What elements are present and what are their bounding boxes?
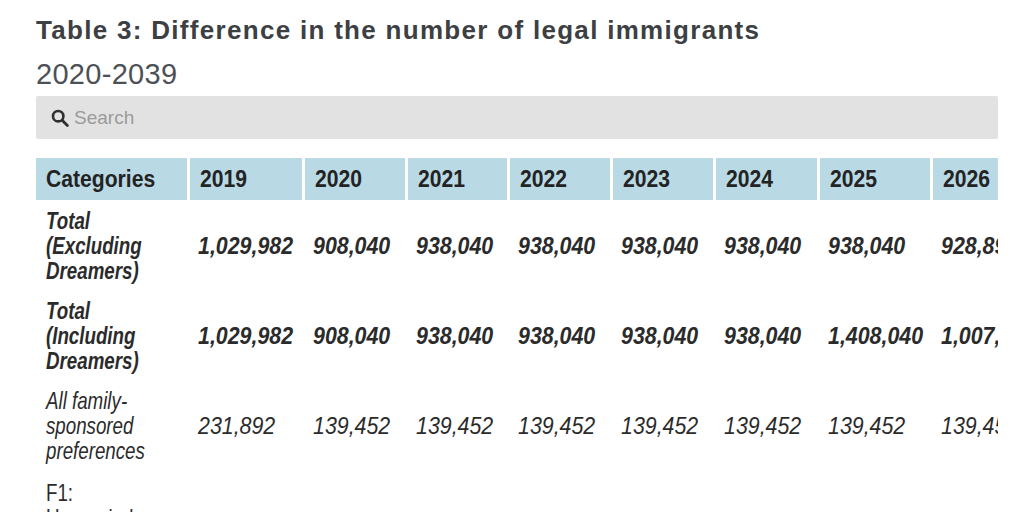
cell-value: 928,89 [933, 200, 998, 290]
page-subtitle: 2020-2039 [36, 58, 1024, 91]
cell-value [613, 470, 716, 512]
table-row-family-sponsored-preferences: All family- sponsored preferences 231,89… [36, 380, 998, 470]
search-bar[interactable] [36, 96, 998, 139]
cell-value: 139,452 [716, 380, 820, 470]
cell-value: 908,040 [305, 290, 408, 380]
cell-value: 938,040 [716, 290, 820, 380]
column-header-2026: 2026 [933, 158, 998, 200]
column-header-2023: 2023 [613, 158, 716, 200]
column-header-2024: 2024 [716, 158, 820, 200]
row-category: F1: Unmarried [36, 470, 190, 512]
search-input[interactable] [72, 106, 956, 130]
cell-value: 231,892 [190, 380, 305, 470]
cell-value [933, 470, 998, 512]
table-row-total-excluding-dreamers: Total (Excluding Dreamers) 1,029,982 908… [36, 200, 998, 290]
cell-value: 938,040 [613, 290, 716, 380]
column-header-2022: 2022 [510, 158, 613, 200]
cell-value: 1,408,040 [820, 290, 933, 380]
table-header-row: Categories 2019 2020 2021 2022 2023 2024… [36, 158, 998, 200]
cell-value: 139,452 [408, 380, 510, 470]
cell-value: 908,040 [305, 200, 408, 290]
search-icon [50, 108, 70, 128]
cell-value: 139,45 [933, 380, 998, 470]
cell-value: 1,029,982 [190, 290, 305, 380]
cell-value: 139,452 [510, 380, 613, 470]
report-page: Table 3: Difference in the number of leg… [0, 0, 1024, 512]
cell-value [305, 470, 408, 512]
data-table: Categories 2019 2020 2021 2022 2023 2024… [36, 158, 998, 512]
page-title: Table 3: Difference in the number of leg… [36, 0, 1024, 46]
cell-value [820, 470, 933, 512]
column-header-2019: 2019 [190, 158, 305, 200]
cell-value: 1,007, [933, 290, 998, 380]
cell-value: 938,040 [716, 200, 820, 290]
cell-value: 1,029,982 [190, 200, 305, 290]
column-header-2025: 2025 [820, 158, 933, 200]
cell-value: 938,040 [510, 200, 613, 290]
cell-value [408, 470, 510, 512]
row-category: Total (Including Dreamers) [36, 290, 190, 380]
table-row-total-including-dreamers: Total (Including Dreamers) 1,029,982 908… [36, 290, 998, 380]
cell-value: 938,040 [613, 200, 716, 290]
column-header-categories: Categories [36, 158, 190, 200]
cell-value: 938,040 [820, 200, 933, 290]
table-container: Categories 2019 2020 2021 2022 2023 2024… [36, 158, 998, 512]
cell-value: 938,040 [510, 290, 613, 380]
cell-value: 938,040 [408, 200, 510, 290]
cell-value: 139,452 [820, 380, 933, 470]
cell-value [510, 470, 613, 512]
cell-value: 139,452 [305, 380, 408, 470]
cell-value: 938,040 [408, 290, 510, 380]
column-header-2020: 2020 [305, 158, 408, 200]
cell-value [716, 470, 820, 512]
cell-value [190, 470, 305, 512]
cell-value: 139,452 [613, 380, 716, 470]
column-header-2021: 2021 [408, 158, 510, 200]
row-category: All family- sponsored preferences [36, 380, 190, 470]
table-row-f1-unmarried: F1: Unmarried [36, 470, 998, 512]
row-category: Total (Excluding Dreamers) [36, 200, 190, 290]
